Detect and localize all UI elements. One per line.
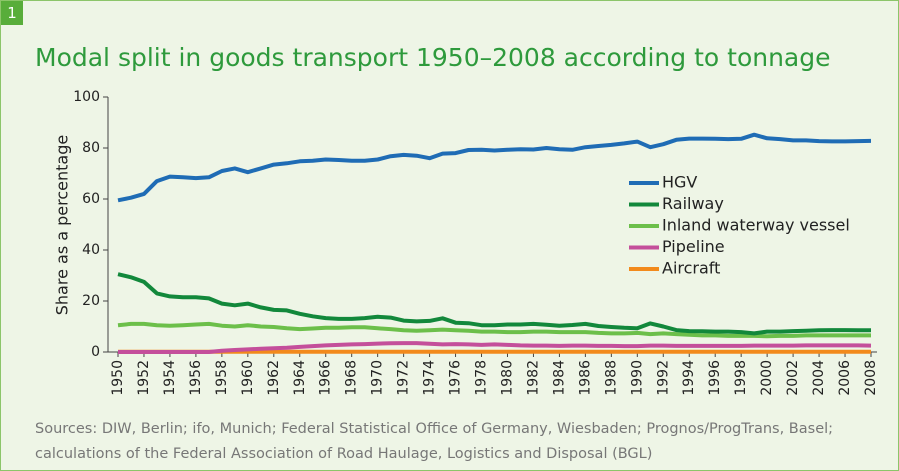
y-tick-label: 100: [73, 89, 100, 105]
x-tick-label: 1978: [474, 360, 490, 396]
badge: 1: [1, 1, 23, 25]
legend-label: HGV: [662, 173, 697, 192]
x-tick-label: 1956: [188, 360, 204, 396]
x-tick-label: 1992: [655, 360, 671, 396]
y-axis-label: Share as a percentage: [53, 135, 72, 315]
x-tick-label: 1996: [707, 360, 723, 396]
legend-label: Pipeline: [662, 237, 725, 256]
x-tick-label: 2004: [811, 360, 827, 396]
y-tick-label: 0: [91, 344, 100, 360]
x-tick-label: 1960: [240, 360, 256, 396]
x-tick-label: 1964: [292, 360, 308, 396]
line-series: [118, 341, 872, 354]
x-tick-label: 1958: [214, 360, 230, 396]
y-tick-label: 60: [82, 191, 100, 207]
x-tick-label: 1976: [448, 360, 464, 396]
line-series: [117, 132, 872, 203]
x-tick-label: 1988: [603, 360, 619, 396]
x-tick-label: 2006: [837, 360, 853, 396]
x-tick-label: 1954: [162, 360, 178, 396]
x-tick-label: 1972: [396, 360, 412, 396]
chart: Share as a percentage 0 20 40 60 80 100 1950 19…: [53, 89, 880, 396]
x-tick-label: 1974: [422, 360, 438, 396]
source-note: Sources: DIW, Berlin; ifo, Munich; Feder…: [35, 421, 834, 462]
x-tick-label: 1970: [370, 360, 386, 396]
x-tick-label: 1994: [681, 360, 697, 396]
x-tick-label: 1968: [344, 360, 360, 396]
legend-label: Railway: [662, 194, 724, 213]
chart-title: Modal split in goods transport 1950–2008…: [35, 43, 831, 72]
x-tick-label: 1998: [733, 360, 749, 396]
x-tick-label: 2002: [785, 360, 801, 396]
x-tick-label: 1986: [577, 360, 593, 396]
legend-label: Aircraft: [662, 259, 720, 278]
line-series: [117, 272, 871, 336]
x-tick-label: 1966: [318, 360, 334, 396]
y-tick-label: 80: [82, 140, 100, 156]
x-tick-label: 2008: [863, 360, 879, 396]
x-tick-label: 1950: [110, 360, 126, 396]
x-tick-label: 1962: [266, 360, 282, 396]
legend-label: Inland waterway vessel: [662, 216, 850, 235]
x-tick-label: 1990: [629, 360, 645, 396]
y-tick-label: 40: [82, 242, 100, 258]
line-series: [117, 321, 871, 339]
x-tick-label: 2000: [759, 360, 775, 396]
x-tick-label: 1984: [551, 360, 567, 396]
x-tick-label: 1982: [525, 360, 541, 396]
y-tick-label: 20: [82, 293, 100, 309]
x-tick-label: 1952: [136, 360, 152, 396]
x-tick-label: 1980: [499, 360, 515, 396]
